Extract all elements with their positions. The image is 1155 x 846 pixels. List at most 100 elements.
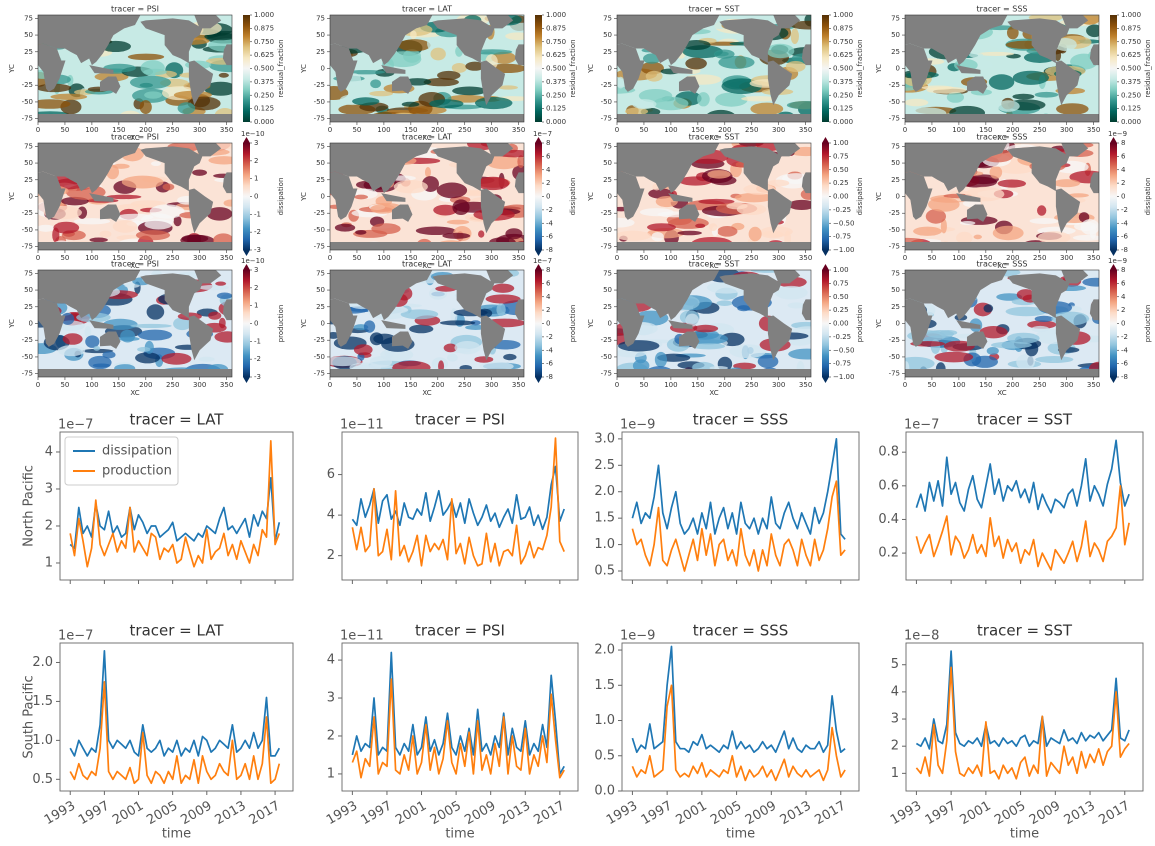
map-patch <box>645 70 663 82</box>
x-tick-label: 300 <box>193 126 206 134</box>
series-line <box>915 484 1130 571</box>
land <box>222 299 232 321</box>
map-patch <box>1007 332 1040 344</box>
y-tick-label: 1.5 <box>594 511 615 526</box>
colorbar-tick-label: 6 <box>546 279 551 287</box>
map-patch <box>940 218 947 234</box>
land <box>330 43 358 92</box>
colorbar-tick-label: 0.00 <box>833 320 849 328</box>
chart-title: tracer = LAT <box>130 622 225 640</box>
x-tick-label: 300 <box>485 126 498 134</box>
land <box>719 146 782 192</box>
map-patch <box>62 333 83 345</box>
map-patch <box>50 93 88 100</box>
colorbar-tick-label: 0.000 <box>254 118 274 126</box>
land <box>38 270 141 321</box>
land <box>905 298 933 347</box>
x-tick-label: 2009 <box>1027 799 1063 829</box>
y-tick-label: 0.5 <box>32 772 53 787</box>
y-tick-label: 0.5 <box>594 748 615 763</box>
map-patch <box>715 92 748 107</box>
x-tick-label: 0 <box>615 254 619 262</box>
colorbar-label: dissipation <box>277 178 285 216</box>
colorbar-tick-label: 0.125 <box>833 105 853 113</box>
series-line <box>631 645 846 754</box>
x-tick-label: 250 <box>166 254 179 262</box>
colorbar-tick-label: 0.625 <box>546 51 566 59</box>
map-patch <box>654 351 668 368</box>
map-patch <box>208 156 232 165</box>
colorbar <box>535 143 542 250</box>
colorbar-tick-label: 2 <box>1121 306 1125 314</box>
map-patch <box>363 320 376 333</box>
axes-frame <box>621 642 860 792</box>
land <box>480 60 506 106</box>
land <box>1007 146 1070 192</box>
map-patch <box>84 326 92 338</box>
chart-title: tracer = PSI <box>415 622 505 640</box>
land <box>956 320 981 329</box>
map-patch <box>729 344 767 359</box>
map-patch <box>129 75 172 90</box>
map-title: tracer = LAT <box>402 5 452 14</box>
map-patch <box>988 74 1015 90</box>
y-tick-label: 0.6 <box>878 478 899 493</box>
map-patch <box>695 223 706 228</box>
colorbar-tick-label: -0.75 <box>833 360 851 368</box>
colorbar-tick-label: 0 <box>546 193 550 201</box>
map-field <box>330 15 524 122</box>
map-patch <box>130 323 172 328</box>
colorbar <box>822 143 829 250</box>
colorbar-offset: 1e−9 <box>1108 257 1127 265</box>
x-axis-label: XC <box>422 389 431 397</box>
land <box>330 143 433 194</box>
land <box>381 320 406 329</box>
y-tick-label: 2 <box>327 548 335 563</box>
land <box>767 315 793 361</box>
map-patch <box>956 231 973 244</box>
colorbar-label: residual_fraction <box>277 39 285 97</box>
land <box>801 44 811 66</box>
map-patch <box>643 53 661 64</box>
colorbar-extend <box>1110 264 1117 270</box>
map-patch <box>757 354 779 369</box>
map-patch <box>206 207 232 221</box>
y-tick-label: -75 <box>601 243 612 251</box>
map-patch <box>788 348 811 360</box>
map-field <box>905 143 1099 250</box>
x-tick-label: 350 <box>1087 126 1100 134</box>
map-patch <box>433 204 458 216</box>
colorbar-tick-label: -3 <box>254 373 261 381</box>
land <box>773 270 801 284</box>
map-patch <box>112 163 130 169</box>
x-tick-label: 50 <box>352 254 361 262</box>
land <box>617 241 811 250</box>
map-patch <box>85 335 100 348</box>
land <box>668 320 693 329</box>
y-tick-label: 50 <box>603 31 612 39</box>
map-patch <box>973 234 982 240</box>
map-patch <box>117 336 140 342</box>
x-tick-label: 150 <box>979 381 992 389</box>
y-axis-label: YC <box>8 64 16 74</box>
map-field <box>617 15 811 122</box>
map-patch <box>983 304 994 313</box>
map-patch <box>409 324 434 334</box>
y-tick-label: -50 <box>601 353 612 361</box>
map-patch <box>443 343 458 353</box>
map-patch <box>401 101 420 107</box>
offset-text: 1e−9 <box>620 629 655 644</box>
map-patch <box>38 99 71 109</box>
map-patch <box>452 199 470 216</box>
map-patch <box>1034 315 1054 322</box>
map-patch <box>698 198 735 205</box>
land <box>330 298 358 347</box>
colorbar-tick-label: 0.250 <box>546 91 566 99</box>
y-tick-label: 4 <box>327 508 335 523</box>
x-tick-label: 1997 <box>639 799 675 829</box>
x-tick-label: 1993 <box>604 799 640 829</box>
y-tick-label: -50 <box>314 226 325 234</box>
y-tick-label: -50 <box>22 98 33 106</box>
colorbar-extend <box>822 377 829 383</box>
land <box>1007 273 1070 319</box>
